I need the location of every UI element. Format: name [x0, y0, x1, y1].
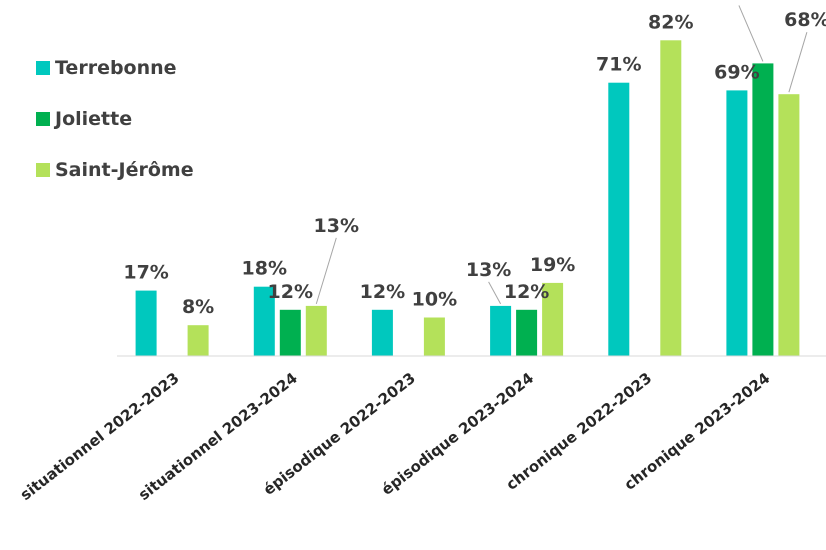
bar-saint-j-r-me-5 [778, 94, 800, 356]
leader-line [315, 237, 337, 305]
legend-item-terrebonne: Terrebonne [36, 57, 194, 79]
data-labels-layer: 17%8%18%12%13%12%10%13%12%19%71%82%69%76… [123, 0, 826, 318]
leader-line [788, 32, 808, 93]
legend-item-joliette: Joliette [36, 108, 194, 130]
legend-label-joliette: Joliette [55, 108, 133, 130]
legend: Terrebonne Joliette Saint-Jérôme [36, 57, 194, 211]
bar-terrebonne-3 [490, 305, 512, 356]
data-label: 82% [648, 11, 693, 33]
bar-saint-j-r-me-4 [660, 40, 682, 357]
data-label: 8% [182, 296, 214, 318]
bar-saint-j-r-me-1 [305, 305, 327, 356]
data-label: 12% [360, 281, 405, 303]
legend-swatch-terrebonne [36, 61, 50, 75]
bars-layer [135, 40, 800, 357]
data-label: 68% [784, 9, 826, 31]
legend-swatch-joliette [36, 112, 50, 126]
bar-saint-j-r-me-3 [542, 282, 564, 356]
bar-saint-j-r-me-2 [423, 317, 445, 356]
data-label: 69% [714, 61, 759, 83]
bar-joliette-5 [752, 63, 774, 357]
bar-joliette-1 [279, 309, 301, 356]
legend-label-terrebonne: Terrebonne [55, 57, 177, 79]
data-label: 76% [716, 0, 761, 4]
bar-terrebonne-0 [135, 290, 157, 356]
bar-terrebonne-2 [371, 309, 393, 356]
data-label: 17% [123, 262, 168, 284]
data-label: 13% [314, 215, 359, 237]
data-label: 12% [268, 281, 313, 303]
data-label: 71% [596, 54, 641, 76]
legend-label-saint-jerome: Saint-Jérôme [55, 159, 194, 181]
data-label: 13% [466, 259, 511, 281]
leader-line [488, 281, 502, 305]
data-label: 10% [412, 289, 457, 311]
data-label: 19% [530, 254, 575, 276]
bar-terrebonne-5 [726, 90, 748, 357]
bar-terrebonne-4 [608, 82, 630, 356]
legend-item-saint-jerome: Saint-Jérôme [36, 159, 194, 181]
legend-swatch-saint-jerome [36, 163, 50, 177]
leader-line [738, 5, 764, 62]
leader-lines-layer [315, 5, 808, 305]
bar-saint-j-r-me-0 [187, 325, 209, 356]
bar-terrebonne-1 [253, 286, 275, 356]
data-label: 18% [242, 258, 287, 280]
bar-joliette-3 [516, 309, 538, 356]
data-label: 12% [504, 281, 549, 303]
